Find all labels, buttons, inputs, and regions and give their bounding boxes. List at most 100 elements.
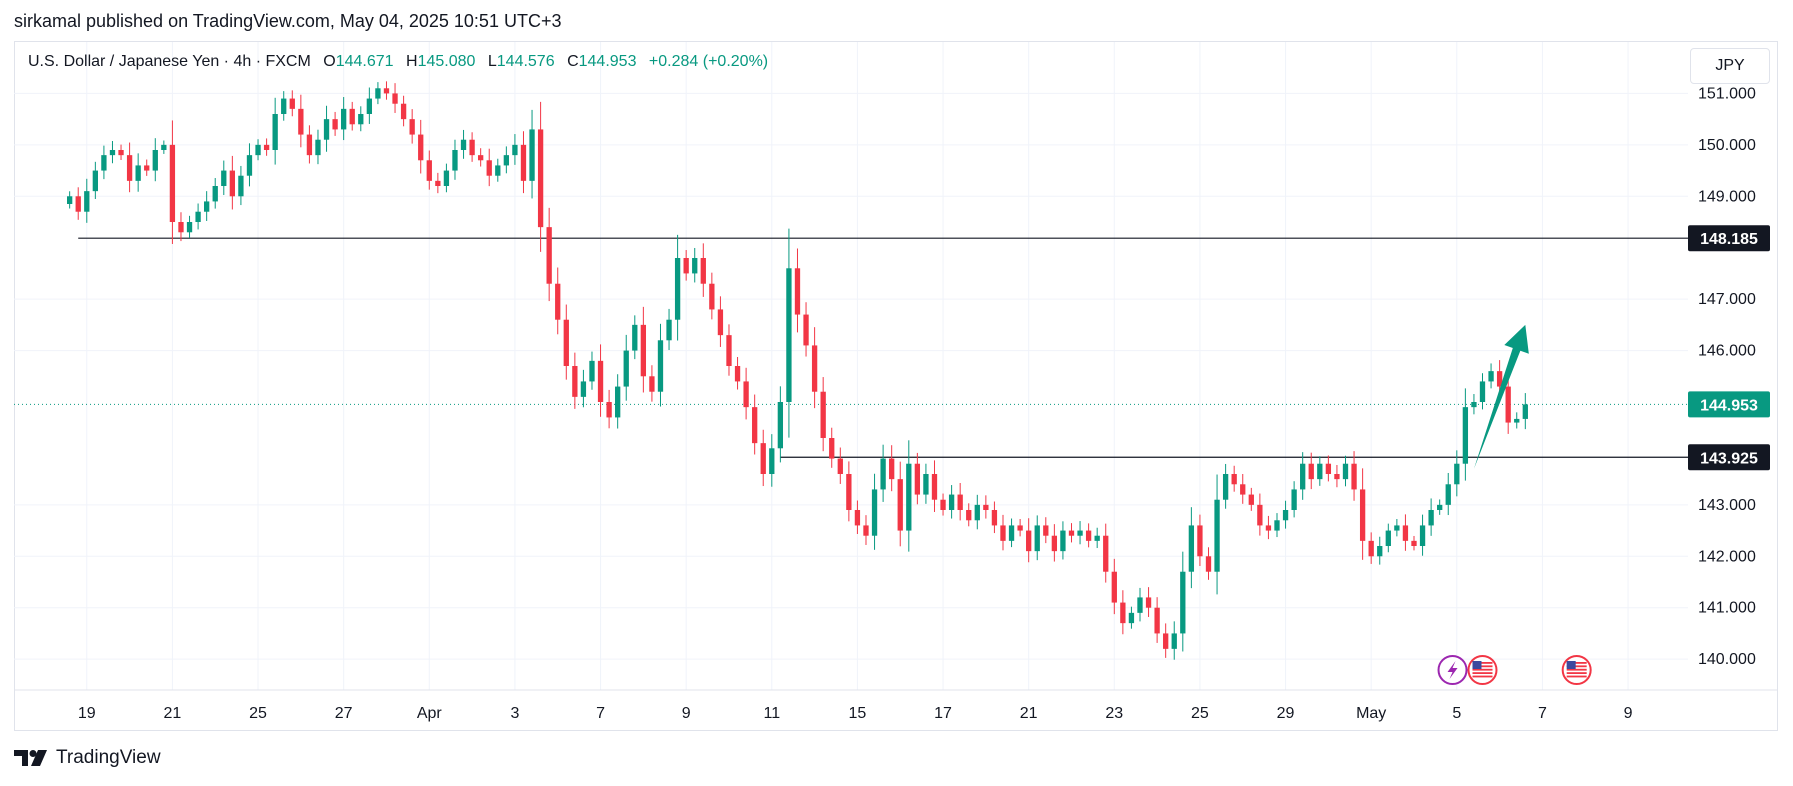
tradingview-logo[interactable]: TradingView	[14, 747, 161, 769]
x-tick-label: 17	[934, 705, 952, 722]
candle-body	[1120, 602, 1126, 624]
candle-body	[1342, 463, 1349, 480]
candle-body	[1308, 463, 1314, 480]
x-tick-label: 19	[78, 705, 96, 722]
candle-body	[743, 381, 749, 408]
high-value: 145.080	[417, 53, 476, 70]
candle-body	[298, 108, 304, 135]
y-tick-label: 143.000	[1698, 497, 1756, 514]
candle-body	[195, 211, 201, 222]
last-price-label-text: 144.953	[1700, 397, 1758, 414]
candle-body	[786, 268, 792, 402]
x-tick-label: 5	[1452, 705, 1461, 722]
up-arrow-icon	[1473, 324, 1529, 469]
candle-body	[341, 108, 347, 130]
candle-body	[820, 391, 826, 438]
lightning-icon[interactable]	[1437, 655, 1468, 685]
candle-body	[966, 510, 972, 521]
flag-stripe	[1566, 668, 1587, 671]
candle-body	[1488, 371, 1494, 382]
candle-body	[75, 196, 81, 212]
candle-body	[238, 175, 244, 197]
flag-canton	[1472, 661, 1482, 669]
x-tick-label: 21	[1020, 705, 1038, 722]
brand-label: TradingView	[56, 747, 161, 768]
candle-body	[1111, 571, 1117, 603]
candle-body	[126, 155, 133, 181]
open-value: 144.671	[335, 53, 394, 70]
y-tick-label: 140.000	[1698, 651, 1756, 668]
price-label-text: 148.185	[1700, 231, 1758, 248]
candle-body	[332, 119, 338, 130]
flag-stripe	[1472, 668, 1493, 671]
candle-body	[1437, 504, 1443, 510]
candle-body	[957, 494, 963, 510]
currency-button[interactable]: JPY	[1690, 48, 1770, 84]
candle-body	[118, 150, 124, 156]
last-price-label-box	[1688, 391, 1770, 418]
candle-body	[991, 510, 998, 526]
publisher-line: sirkamal published on TradingView.com, M…	[14, 11, 562, 31]
candle-body	[152, 150, 158, 171]
candle-body	[974, 504, 980, 521]
candle-body	[495, 165, 501, 176]
candle-body	[443, 170, 450, 186]
candle-body	[940, 499, 946, 510]
candle-body	[1514, 418, 1520, 423]
candle-body	[1479, 381, 1486, 402]
events-layer	[1437, 655, 1592, 685]
candle-body	[572, 366, 578, 397]
candle-body	[400, 103, 407, 120]
candle-body	[889, 458, 895, 480]
symbol-title[interactable]: U.S. Dollar / Japanese Yen · 4h · FXCM	[28, 53, 311, 70]
x-tick-label: 27	[335, 705, 353, 722]
candle-body	[1419, 525, 1426, 546]
candle-body	[92, 170, 98, 192]
candle-body	[426, 160, 432, 181]
candle-body	[289, 98, 295, 109]
y-tick-label: 151.000	[1698, 85, 1756, 102]
candle-body	[1265, 525, 1272, 531]
tradingview-logo-icon	[14, 750, 47, 766]
candle-body	[135, 165, 141, 181]
candle-body	[931, 474, 938, 500]
flag-canton	[1566, 661, 1576, 669]
high-label: H	[406, 53, 418, 70]
candle-body	[486, 160, 492, 176]
candle-body	[923, 474, 929, 495]
candle-body	[1180, 571, 1186, 634]
candle-body	[734, 366, 741, 382]
candle-body	[418, 134, 424, 161]
axis-layer: 151.000 150.000 149.000 147.000 146.000 143.0…	[14, 85, 1778, 722]
us-flag-icon[interactable]	[1561, 655, 1592, 685]
candle-body	[1017, 525, 1023, 531]
y-tick-label: 142.000	[1698, 548, 1756, 565]
flag-stripe	[1566, 672, 1587, 674]
change-value: +0.284 (+0.20%)	[648, 53, 769, 70]
candle-body	[700, 258, 706, 284]
candle-body	[649, 376, 655, 392]
x-tick-label: 15	[849, 705, 867, 722]
candle-body	[1163, 633, 1169, 649]
candle-body	[692, 258, 698, 274]
candle-body	[161, 144, 167, 150]
x-tick-label: 25	[249, 705, 267, 722]
candle-body	[1043, 525, 1049, 536]
candle-body	[803, 314, 809, 346]
candle-body	[306, 134, 313, 156]
candle-body	[1171, 633, 1177, 649]
x-tick-label: 23	[1105, 705, 1123, 722]
flag-stripe	[1566, 675, 1587, 678]
candle-body	[529, 129, 535, 181]
candle-body	[1060, 530, 1066, 552]
candle-body	[846, 474, 852, 510]
candle-body	[1068, 530, 1075, 536]
candle-body	[1000, 525, 1006, 541]
us-flag-icon[interactable]	[1467, 655, 1498, 685]
candle-body	[84, 191, 90, 212]
candle-body	[178, 222, 184, 233]
candle-body	[1137, 597, 1143, 613]
y-tick-label: 146.000	[1698, 343, 1756, 360]
x-tick-label: 3	[510, 705, 519, 722]
